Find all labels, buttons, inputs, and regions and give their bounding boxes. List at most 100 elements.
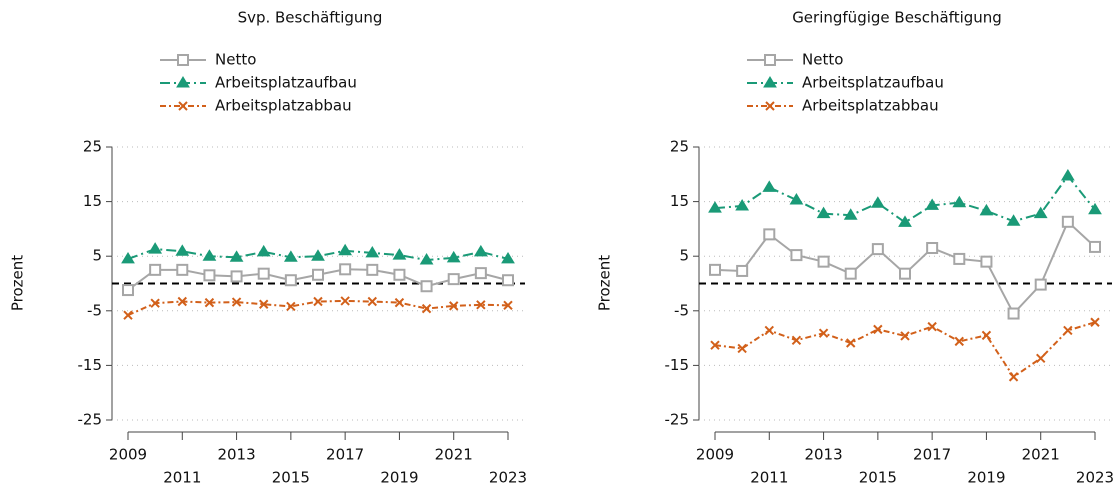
y-tick-label: -15 bbox=[665, 356, 690, 374]
marker bbox=[1006, 214, 1021, 226]
marker bbox=[257, 267, 270, 280]
series-line bbox=[714, 174, 1096, 224]
marker bbox=[447, 273, 460, 286]
marker bbox=[925, 198, 940, 210]
x-tick-label: 2011 bbox=[750, 469, 788, 487]
marker bbox=[231, 297, 242, 307]
marker bbox=[312, 268, 324, 281]
marker bbox=[176, 263, 189, 276]
marker bbox=[503, 300, 513, 311]
marker bbox=[286, 301, 296, 312]
y-axis-label: Prozent bbox=[9, 255, 27, 311]
marker bbox=[394, 297, 405, 308]
legend-marker bbox=[176, 76, 190, 88]
x-tick-label: 2013 bbox=[804, 446, 842, 464]
marker bbox=[791, 335, 802, 345]
x-tick-label: 2023 bbox=[1076, 469, 1114, 487]
marker bbox=[873, 324, 883, 335]
y-tick-label: -25 bbox=[78, 411, 103, 429]
marker bbox=[1036, 353, 1046, 364]
marker bbox=[790, 249, 803, 262]
marker bbox=[420, 280, 433, 293]
marker bbox=[953, 252, 966, 265]
marker bbox=[736, 264, 749, 277]
y-tick-label: 15 bbox=[83, 192, 102, 210]
marker bbox=[764, 325, 774, 336]
marker bbox=[259, 299, 269, 309]
marker bbox=[392, 248, 407, 260]
legend-marker bbox=[765, 101, 775, 111]
x-tick-label: 2009 bbox=[696, 446, 734, 464]
marker bbox=[177, 296, 187, 307]
x-tick-label: 2023 bbox=[489, 469, 527, 487]
marker bbox=[952, 195, 967, 208]
y-tick-label: -5 bbox=[87, 301, 102, 319]
marker bbox=[339, 263, 352, 276]
marker bbox=[501, 251, 515, 264]
marker bbox=[1034, 278, 1047, 291]
marker bbox=[870, 196, 885, 208]
y-tick-label: -15 bbox=[78, 356, 103, 374]
x-tick-label: 2021 bbox=[435, 446, 473, 464]
y-tick-label: -5 bbox=[674, 301, 689, 319]
marker bbox=[789, 192, 804, 205]
legend-label: Arbeitsplatzaufbau bbox=[802, 74, 944, 92]
legend-marker bbox=[177, 54, 189, 66]
marker bbox=[175, 244, 190, 256]
legend-label: Arbeitsplatzabbau bbox=[215, 97, 352, 115]
x-tick-label: 2021 bbox=[1022, 446, 1060, 464]
marker bbox=[735, 198, 750, 211]
marker bbox=[709, 263, 721, 276]
marker bbox=[311, 249, 325, 261]
series-line bbox=[714, 321, 1096, 379]
marker bbox=[871, 243, 884, 256]
marker bbox=[762, 180, 777, 192]
y-tick-label: 5 bbox=[92, 247, 102, 265]
marker bbox=[446, 250, 461, 263]
y-tick-label: 15 bbox=[670, 192, 689, 210]
marker bbox=[926, 242, 939, 255]
marker bbox=[1061, 215, 1074, 228]
chart-title: Svp. Beschäftigung bbox=[238, 9, 383, 27]
marker bbox=[843, 208, 858, 220]
marker bbox=[1090, 317, 1100, 327]
marker bbox=[900, 331, 910, 341]
marker bbox=[473, 244, 488, 257]
x-tick-label: 2017 bbox=[913, 446, 951, 464]
marker bbox=[340, 296, 350, 306]
marker bbox=[203, 269, 216, 282]
marker bbox=[1007, 307, 1020, 320]
marker bbox=[229, 250, 244, 262]
marker bbox=[980, 255, 993, 268]
marker bbox=[283, 250, 298, 262]
marker bbox=[365, 245, 380, 258]
marker bbox=[366, 263, 379, 276]
x-tick-label: 2009 bbox=[109, 446, 147, 464]
marker bbox=[476, 300, 486, 310]
marker bbox=[1033, 206, 1048, 219]
legend-label: Arbeitsplatzaufbau bbox=[215, 74, 357, 92]
marker bbox=[1008, 372, 1019, 382]
marker bbox=[393, 268, 406, 281]
x-tick-label: 2011 bbox=[163, 469, 201, 487]
marker bbox=[927, 321, 937, 332]
marker bbox=[979, 203, 994, 216]
x-tick-label: 2017 bbox=[326, 446, 364, 464]
marker bbox=[419, 253, 434, 265]
legend-label: Arbeitsplatzabbau bbox=[802, 97, 939, 115]
marker bbox=[230, 270, 243, 283]
legend-label: Netto bbox=[215, 51, 256, 69]
marker bbox=[1088, 202, 1102, 215]
marker bbox=[121, 251, 135, 264]
marker bbox=[421, 303, 432, 314]
marker bbox=[502, 274, 514, 287]
marker bbox=[123, 310, 133, 320]
x-tick-label: 2019 bbox=[967, 469, 1005, 487]
marker bbox=[710, 340, 720, 350]
marker bbox=[846, 338, 856, 348]
marker bbox=[313, 296, 323, 307]
series-line bbox=[127, 248, 509, 262]
marker bbox=[898, 215, 912, 227]
x-tick-label: 2015 bbox=[272, 469, 310, 487]
